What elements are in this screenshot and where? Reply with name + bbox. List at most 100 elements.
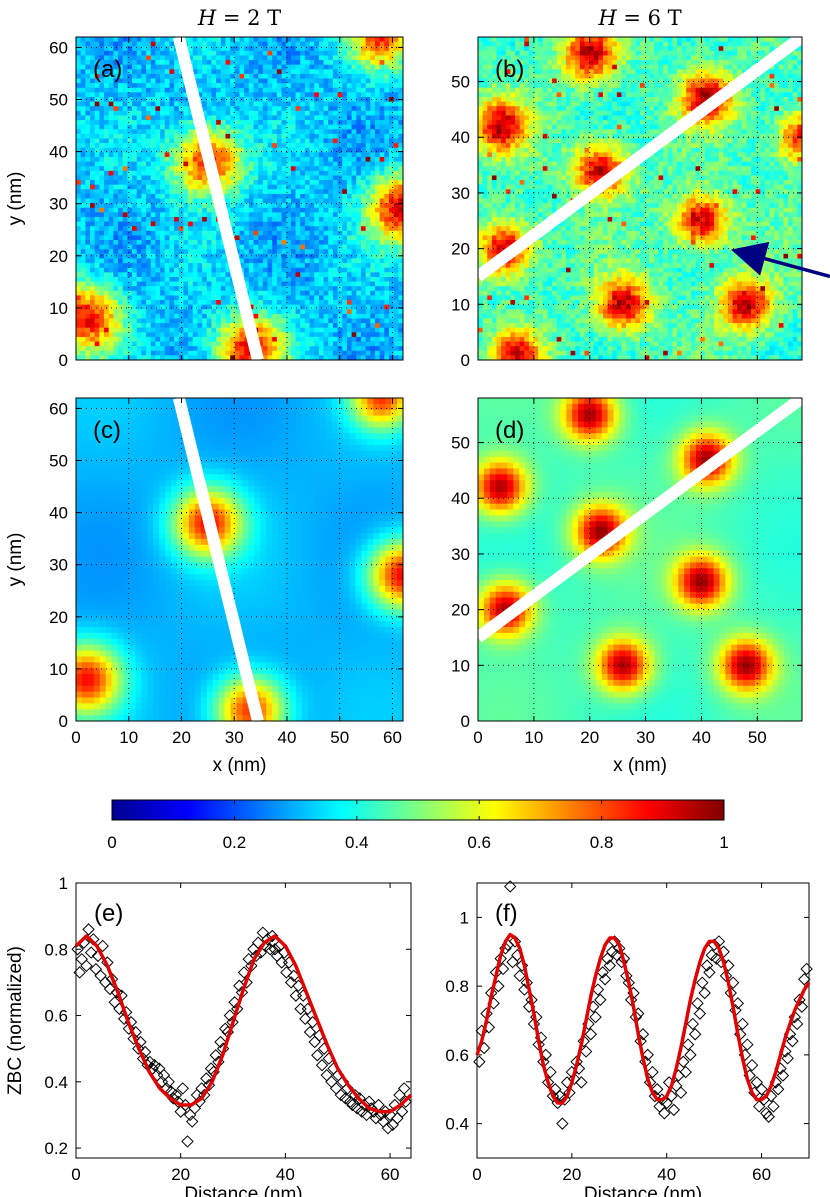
heatmap-cell (123, 106, 128, 111)
heatmap-cell (127, 194, 132, 199)
heatmap-cell (90, 342, 95, 347)
heatmap-cell (300, 194, 305, 199)
heatmap-cell (272, 83, 277, 88)
heatmap-cell (366, 226, 371, 231)
heatmap-cell (221, 65, 226, 70)
heatmap-cell (296, 88, 301, 93)
heatmap-cell (151, 291, 156, 296)
heatmap-cell (90, 157, 95, 162)
heatmap-cell (282, 263, 287, 268)
heatmap-cell (137, 148, 142, 153)
heatmap-cell (268, 115, 273, 120)
heatmap-cell (300, 185, 305, 190)
heatmap-cell (361, 346, 366, 351)
heatmap-cell (146, 199, 151, 204)
heatmap-cell (123, 60, 128, 65)
heatmap-cell (282, 249, 287, 254)
heatmap-cell (258, 125, 263, 130)
heatmap-cell (254, 286, 259, 291)
heatmap-cell (370, 217, 375, 222)
heatmap-cell (258, 60, 263, 65)
heatmap-cell (193, 42, 198, 47)
heatmap-cell (380, 171, 385, 176)
heatmap-cell (319, 120, 324, 125)
heatmap-cell (338, 245, 343, 250)
heatmap-cell (370, 92, 375, 97)
heatmap-cell (235, 37, 240, 42)
heatmap-cell (123, 148, 128, 153)
heatmap-cell (193, 65, 198, 70)
heatmap-cell (81, 318, 86, 323)
heatmap-cell (207, 120, 212, 125)
heatmap-cell (225, 171, 230, 176)
heatmap-cell (137, 342, 142, 347)
heatmap-cell (268, 263, 273, 268)
heatmap-cell (286, 249, 291, 254)
heatmap-cell (211, 106, 216, 111)
heatmap-cell (249, 249, 254, 254)
heatmap-cell (95, 157, 100, 162)
heatmap-cell (211, 46, 216, 51)
heatmap-cell (370, 152, 375, 157)
heatmap-cell (268, 166, 273, 171)
heatmap-cell (277, 115, 282, 120)
heatmap-cell (291, 102, 296, 107)
heatmap-cell (235, 111, 240, 116)
heatmap-cell (109, 37, 114, 42)
heatmap-cell (193, 175, 198, 180)
heatmap-cell (146, 217, 151, 222)
heatmap-cell (174, 254, 179, 259)
heatmap-cell (193, 249, 198, 254)
heatmap-cell (235, 69, 240, 74)
heatmap-cell (183, 254, 188, 259)
heatmap-cell (389, 240, 394, 245)
heatmap-cell (366, 102, 371, 107)
heatmap-cell (113, 245, 118, 250)
heatmap-cell (221, 106, 226, 111)
heatmap-cell (85, 152, 90, 157)
heatmap-cell (146, 171, 151, 176)
heatmap-cell (305, 189, 310, 194)
heatmap-cell (342, 115, 347, 120)
heatmap-cell (296, 189, 301, 194)
heatmap-cell (328, 162, 333, 167)
heatmap-cell (240, 157, 245, 162)
heatmap-cell (286, 189, 291, 194)
heatmap-cell (310, 300, 315, 305)
heatmap-cell (193, 318, 198, 323)
heatmap-cell (118, 240, 123, 245)
heatmap-cell (146, 346, 151, 351)
heatmap-cell (291, 55, 296, 60)
heatmap-cell (310, 240, 315, 245)
heatmap-cell (160, 199, 165, 204)
heatmap-cell (123, 332, 128, 337)
heatmap-cell (151, 240, 156, 245)
heatmap-cell (76, 79, 81, 84)
heatmap-cell (240, 166, 245, 171)
heatmap-cell (282, 258, 287, 263)
heatmap-cell (277, 318, 282, 323)
heatmap-cell (328, 51, 333, 56)
heatmap-cell (160, 277, 165, 282)
heatmap-cell (394, 291, 399, 296)
heatmap-cell (342, 125, 347, 130)
heatmap-cell (216, 92, 221, 97)
heatmap-cell (375, 148, 380, 153)
heatmap-cell (333, 97, 338, 102)
heatmap-cell (216, 120, 221, 125)
heatmap-cell (366, 74, 371, 79)
heatmap-cell (286, 346, 291, 351)
heatmap-cell (141, 291, 146, 296)
heatmap-cell (300, 171, 305, 176)
heatmap-cell (118, 125, 123, 130)
heatmap-cell (160, 295, 165, 300)
heatmap-cell (366, 134, 371, 139)
heatmap-cell (113, 129, 118, 134)
heatmap-cell (99, 37, 104, 42)
heatmap-cell (225, 139, 230, 144)
heatmap-cell (137, 351, 142, 356)
heatmap-cell (333, 199, 338, 204)
heatmap-cell (165, 125, 170, 130)
heatmap-cell (347, 268, 352, 273)
heatmap-cell (249, 217, 254, 222)
